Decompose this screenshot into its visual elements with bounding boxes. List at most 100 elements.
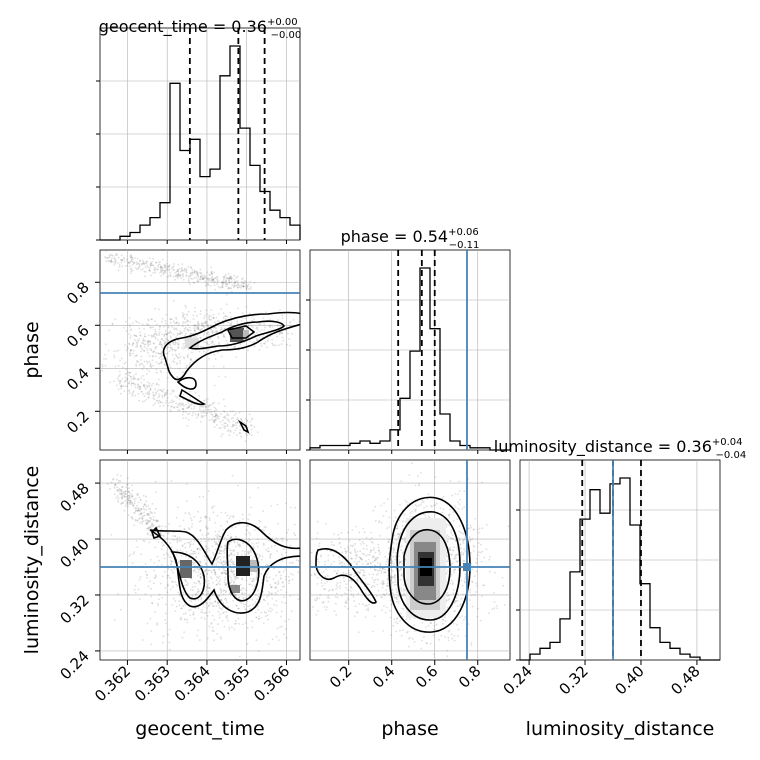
sample-point [150, 587, 153, 590]
sample-point [305, 560, 307, 562]
sample-point [233, 284, 236, 287]
sample-point [130, 493, 133, 496]
sample-point [213, 569, 216, 571]
sample-point [186, 413, 189, 416]
sample-point [274, 544, 277, 547]
sample-point [214, 321, 216, 324]
sample-point [252, 603, 254, 606]
sample-point [129, 354, 132, 357]
sample-point [206, 324, 208, 327]
sample-point [203, 404, 205, 407]
sample-point [350, 557, 353, 560]
sample-point [269, 324, 272, 326]
sample-point [224, 570, 227, 572]
sample-point [384, 555, 387, 558]
sample-point [426, 497, 429, 500]
sample-point [174, 340, 177, 343]
sample-point [457, 559, 459, 562]
sample-point [145, 570, 147, 573]
sample-point [288, 562, 291, 564]
sample-point [184, 326, 187, 329]
sample-point [206, 572, 209, 575]
sample-point [218, 534, 220, 537]
sample-point [141, 323, 144, 326]
sample-point [211, 506, 214, 508]
sample-point [149, 365, 152, 367]
sample-point [218, 552, 220, 555]
sample-point [158, 334, 161, 336]
sample-point [258, 617, 260, 620]
sample-point [284, 628, 287, 630]
sample-point [186, 541, 189, 544]
sample-point [154, 347, 157, 350]
sample-point [386, 558, 389, 561]
sample-point [128, 261, 131, 264]
sample-point [229, 537, 231, 540]
sample-point [208, 277, 210, 280]
sample-point [158, 328, 161, 331]
sample-point [224, 563, 226, 566]
sample-point [226, 283, 229, 286]
sample-point [141, 516, 144, 519]
sample-point [400, 612, 402, 615]
sample-point [420, 647, 423, 650]
sample-point [240, 418, 242, 420]
sample-point [228, 281, 231, 284]
sample-point [110, 247, 112, 249]
sample-point [394, 621, 397, 623]
sample-point [463, 560, 466, 562]
sample-point [476, 554, 479, 557]
sample-point [347, 569, 350, 572]
sample-point [211, 331, 214, 334]
sample-point [454, 556, 457, 559]
sample-point [155, 368, 158, 371]
sample-point [176, 376, 179, 379]
sample-point [125, 372, 128, 375]
sample-point [222, 528, 225, 531]
sample-point [464, 538, 466, 541]
sample-point [222, 612, 224, 615]
sample-point [159, 401, 162, 404]
sample-point [142, 514, 145, 517]
sample-point [123, 509, 126, 512]
sample-point [398, 536, 401, 538]
scatter-cloud [106, 473, 167, 537]
sample-point [106, 483, 109, 485]
sample-point [148, 355, 151, 357]
sample-point [374, 558, 377, 561]
sample-point [267, 643, 270, 645]
sample-point [278, 571, 281, 573]
sample-point [229, 323, 232, 326]
sample-point [227, 280, 230, 282]
sample-point [279, 577, 282, 579]
sample-point [130, 257, 132, 259]
sample-point [338, 562, 341, 565]
sample-point [130, 268, 132, 271]
sample-point [147, 266, 149, 268]
sample-point [225, 283, 228, 286]
sample-point [429, 642, 432, 645]
sample-point [455, 560, 458, 563]
sample-point [137, 377, 140, 380]
sample-point [217, 415, 220, 418]
sample-point [494, 571, 497, 574]
sample-point [281, 332, 283, 335]
sample-point [319, 586, 321, 588]
sample-point [200, 616, 203, 619]
sample-point [137, 267, 140, 270]
sample-point [446, 540, 449, 543]
sample-point [174, 343, 177, 346]
sample-point [223, 277, 226, 279]
sample-point [224, 427, 226, 430]
sample-point [163, 342, 166, 345]
sample-point [450, 563, 453, 565]
sample-point [395, 527, 397, 530]
sample-point [140, 350, 142, 353]
sample-point [198, 408, 201, 410]
sample-point [287, 529, 290, 531]
sample-point [399, 568, 402, 571]
sample-point [287, 575, 290, 578]
sample-point [397, 602, 400, 605]
sample-point [136, 257, 139, 260]
